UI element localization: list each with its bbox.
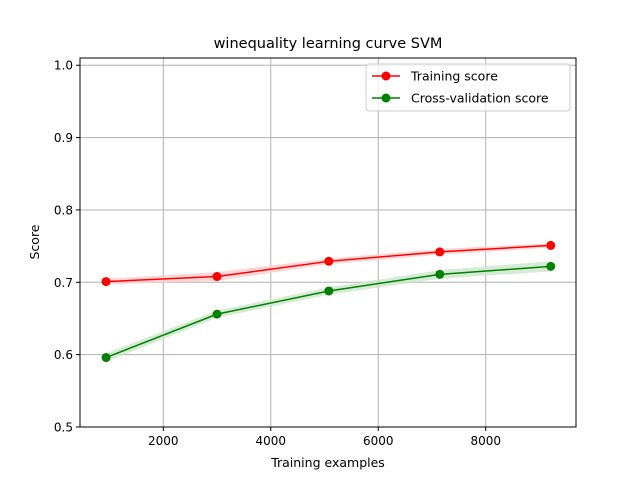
cross-validation-data-point [101, 353, 111, 363]
legend: Training score Cross-validation score [365, 63, 571, 112]
legend-label-cross-validation: Cross-validation score [411, 91, 549, 106]
x-tick-label: 8000 [470, 434, 501, 448]
plot-frame [79, 57, 577, 428]
y-tick-label: 1.0 [54, 59, 73, 73]
legend-label-training: Training score [410, 69, 498, 84]
cross-validation-data-point [212, 309, 222, 319]
cross-validation-data-point [324, 286, 334, 296]
y-tick-label: 0.6 [54, 348, 73, 362]
axis-ticks: 2000 4000 6000 8000 0.5 0.6 0.7 0.8 0.9 1.0 [54, 59, 501, 448]
legend-marker-training [381, 71, 391, 81]
training-data-point [435, 247, 445, 257]
cross-validation-std-band [106, 261, 551, 362]
training-data-point [324, 256, 334, 266]
x-tick-label: 6000 [363, 434, 394, 448]
legend-marker-cross-validation [381, 93, 391, 103]
y-tick-label: 0.5 [54, 421, 73, 435]
training-data-point [546, 240, 556, 250]
training-data-point [101, 277, 111, 287]
series-lines [101, 240, 556, 363]
x-tick-label: 2000 [148, 434, 179, 448]
x-axis-label: Training examples [270, 455, 385, 470]
cross-validation-data-point [546, 261, 556, 271]
x-tick-label: 4000 [255, 434, 286, 448]
y-tick-label: 0.7 [54, 276, 73, 290]
legend-box [365, 63, 571, 112]
y-axis-label: Score [27, 224, 42, 259]
cross-validation-data-point [435, 269, 445, 279]
y-tick-label: 0.9 [54, 131, 73, 145]
training-data-point [212, 272, 222, 282]
y-tick-label: 0.8 [54, 203, 73, 217]
chart-title: winequality learning curve SVM [214, 36, 443, 52]
